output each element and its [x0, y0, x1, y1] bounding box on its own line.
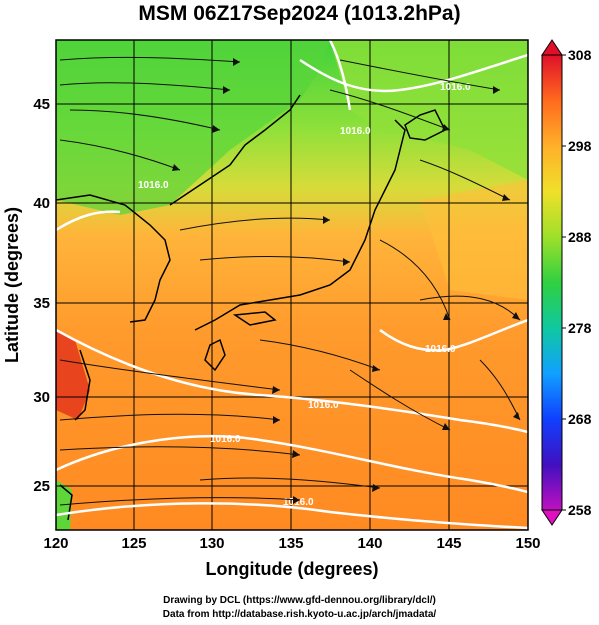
x-tick-label: 125: [121, 535, 146, 552]
isobar-label: 1016.0: [138, 180, 169, 191]
isobar-label: 1016.0: [283, 497, 314, 508]
wind-streamlines: [59, 56, 521, 506]
x-tick-label: 130: [199, 535, 224, 552]
map-title: MSM 06Z17Sep2024 (1013.2hPa): [138, 2, 461, 25]
colorbar-tick-label: 308: [568, 47, 592, 63]
y-tick-label: 35: [33, 295, 50, 312]
x-axis-label: Longitude (degrees): [205, 559, 378, 579]
isobar-label: 1016.0: [340, 126, 371, 137]
credit-drawing: Drawing by DCL (https://www.gfd-dennou.o…: [163, 595, 436, 606]
colorbar-tick-label: 278: [568, 320, 592, 336]
y-tick-label: 25: [33, 478, 50, 495]
colorbar: 308 298 288 278 268 258: [541, 39, 592, 526]
colorbar-tick-label: 268: [568, 411, 592, 427]
isobar-label: 1016.0: [308, 400, 339, 411]
x-tick-label: 120: [43, 535, 68, 552]
y-axis-label: Latitude (degrees): [2, 207, 22, 363]
colorbar-tick-label: 288: [568, 229, 592, 245]
isobar-label: 1016.0: [425, 344, 456, 355]
colorbar-tick-label: 298: [568, 138, 592, 154]
x-tick-label: 145: [436, 535, 461, 552]
y-tick-label: 45: [33, 96, 50, 113]
wind-arrowheads: [172, 58, 520, 504]
credit-data: Data from http://database.rish.kyoto-u.a…: [162, 609, 437, 620]
y-tick-label: 30: [33, 389, 50, 406]
plot-frame: [55, 39, 529, 531]
colorbar-tick-label: 258: [568, 502, 592, 518]
isobar-label: 1016.0: [210, 434, 241, 445]
y-tick-label: 40: [33, 195, 50, 212]
isobars: [56, 40, 528, 530]
x-tick-label: 140: [357, 535, 382, 552]
x-tick-label: 135: [278, 535, 303, 552]
isobar-label: 1016.0: [440, 82, 471, 93]
x-tick-label: 150: [515, 535, 540, 552]
lat-lon-grid: [56, 40, 528, 530]
